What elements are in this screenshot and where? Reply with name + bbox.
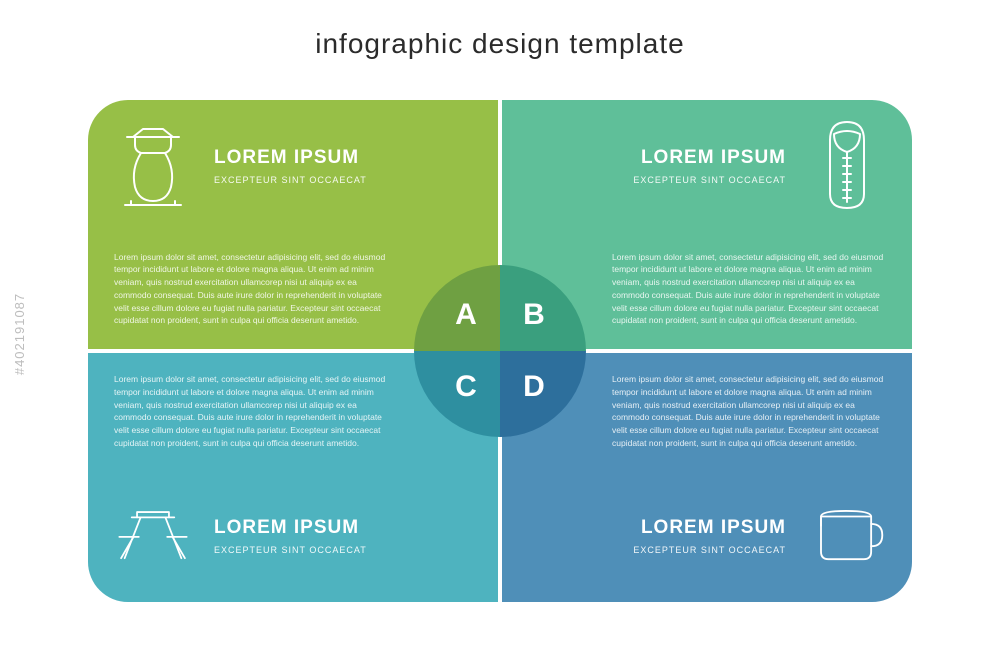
card-a-subheading: EXCEPTEUR SINT OCCAECAT [214, 175, 367, 185]
card-a-body: Lorem ipsum dolor sit amet, consectetur … [114, 251, 394, 328]
card-b-heading: LOREM IPSUM [633, 147, 786, 169]
card-d-subheading: EXCEPTEUR SINT OCCAECAT [633, 545, 786, 555]
card-c-body: Lorem ipsum dolor sit amet, consectetur … [114, 373, 394, 450]
page-title: infographic design template [0, 28, 1000, 60]
card-d-body: Lorem ipsum dolor sit amet, consectetur … [612, 373, 886, 450]
sleeping-bag-icon [808, 120, 886, 212]
card-b: LOREM IPSUM EXCEPTEUR SINT OCCAECAT Lore… [502, 100, 912, 349]
card-a-header: LOREM IPSUM EXCEPTEUR SINT OCCAECAT [114, 120, 367, 212]
infographic-grid: LOREM IPSUM EXCEPTEUR SINT OCCAECAT Lore… [88, 100, 912, 602]
card-d-heading: LOREM IPSUM [633, 517, 786, 539]
card-c: Lorem ipsum dolor sit amet, consectetur … [88, 353, 498, 602]
card-b-body: Lorem ipsum dolor sit amet, consectetur … [612, 251, 886, 328]
card-c-subheading: EXCEPTEUR SINT OCCAECAT [214, 545, 367, 555]
card-c-heading: LOREM IPSUM [214, 517, 367, 539]
card-d: Lorem ipsum dolor sit amet, consectetur … [502, 353, 912, 602]
gas-stove-icon [114, 120, 192, 212]
picnic-table-icon [114, 490, 192, 582]
mug-icon [808, 490, 886, 582]
card-d-header: LOREM IPSUM EXCEPTEUR SINT OCCAECAT [633, 490, 886, 582]
card-b-header: LOREM IPSUM EXCEPTEUR SINT OCCAECAT [633, 120, 886, 212]
card-a-heading: LOREM IPSUM [214, 147, 367, 169]
card-b-subheading: EXCEPTEUR SINT OCCAECAT [633, 175, 786, 185]
card-a: LOREM IPSUM EXCEPTEUR SINT OCCAECAT Lore… [88, 100, 498, 349]
card-c-header: LOREM IPSUM EXCEPTEUR SINT OCCAECAT [114, 490, 367, 582]
watermark: #402191087 [12, 292, 27, 374]
